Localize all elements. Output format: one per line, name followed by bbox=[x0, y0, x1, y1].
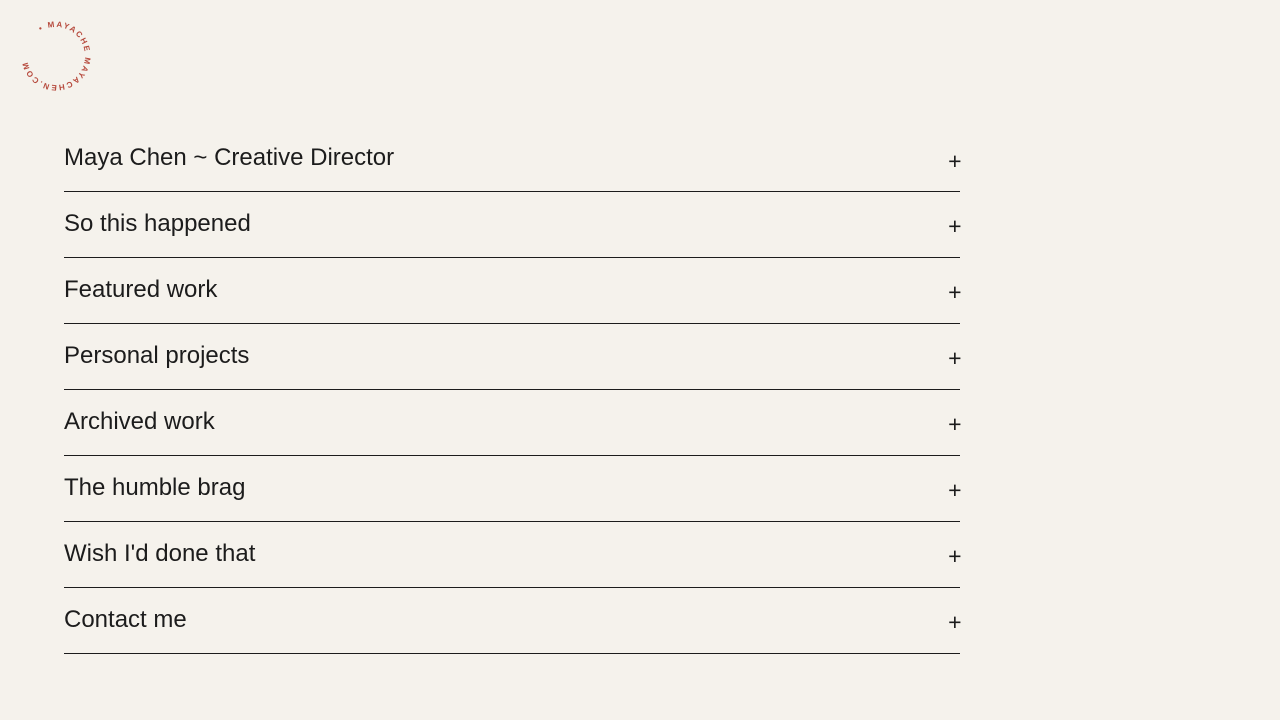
svg-text:• MAYACHE MAYACHEN.COM: • MAYACHE MAYACHEN.COM bbox=[20, 20, 92, 92]
